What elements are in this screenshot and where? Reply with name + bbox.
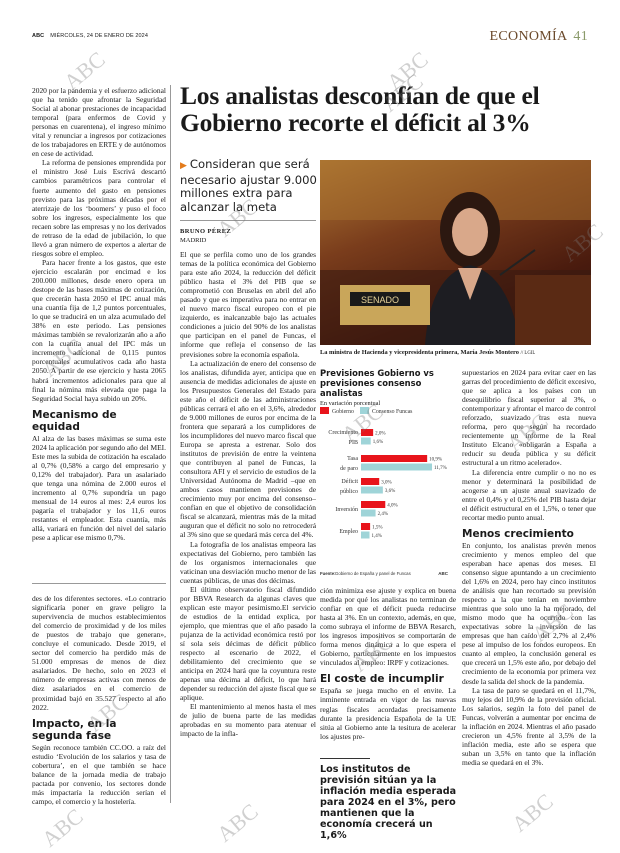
pull-quote: Los institutos de previsión sitúan ya la… [320, 764, 457, 841]
data-label: 11,7% [434, 466, 447, 471]
subhead-text: Consideran que será necesario ajustar 9.… [180, 157, 317, 214]
data-label: 1,6% [373, 440, 383, 445]
chart-previsiones: Previsiones Gobierno vs previsiones cons… [320, 368, 456, 583]
data-label: 1,5% [372, 526, 382, 531]
article-column-2: El que se perfila como uno de los grande… [180, 250, 316, 795]
paragraph: El mantenimiento al menos hasta el mes d… [180, 702, 316, 739]
location: MADRID [180, 237, 207, 244]
byline: BRUNO PÉREZ MADRID [180, 227, 231, 245]
abc-watermark: ABC [211, 798, 263, 847]
bar-gobierno [361, 523, 371, 530]
paragraph: des de los diferentes sectores. «Lo cont… [32, 594, 166, 712]
category-label: público [340, 489, 358, 495]
bar-consenso [361, 509, 376, 517]
paragraph: La fotografía de los analistas empeora l… [180, 539, 316, 585]
bar-consenso [361, 463, 433, 471]
divider [32, 583, 166, 584]
column-divider [170, 85, 171, 803]
paragraph: El que se perfila como uno de los grande… [180, 250, 316, 359]
category-label: Tasa [347, 456, 358, 462]
chart-brand: ABC [438, 571, 448, 576]
paragraph: Según reconoce también CC.OO. a raíz del… [32, 742, 166, 806]
section-name: ECONOMÍA [489, 29, 568, 44]
paragraph: El último observatorio fiscal difundido … [180, 584, 316, 703]
section-header: ECONOMÍA 41 [490, 29, 588, 45]
left-column-top: 2020 por la pandemia y el esfuerzo adici… [32, 86, 166, 574]
paragraph: España se juega mucho en el envite. La i… [320, 686, 456, 741]
subheading: Mecanismo de equidad [32, 408, 117, 433]
data-label: 10,9% [429, 458, 442, 463]
divider [180, 220, 316, 221]
paragraph: La reforma de pensiones emprendida por e… [32, 158, 166, 258]
category-label: Crecimiento [328, 430, 358, 436]
paragraph: ción minimiza ese ajuste y explica en bu… [320, 586, 456, 668]
data-label: 1,4% [371, 534, 381, 539]
triangle-bullet-icon: ▶ [180, 161, 187, 171]
paragraph: supuestarios en 2024 para evitar caer en… [462, 368, 596, 468]
brand-label: ABC [32, 33, 45, 39]
source-text: Gobierno de España y panel de Funcas [335, 571, 411, 576]
photo-illustration: SENADO [320, 160, 591, 345]
data-label: 3,6% [385, 489, 395, 494]
subheading: Impacto, en la segunda fase [32, 717, 117, 742]
bar-gobierno [361, 429, 374, 436]
legend-swatch [320, 407, 329, 414]
date-label: MIÉRCOLES, 24 DE ENERO DE 2024 [50, 33, 148, 39]
chart-subtitle: En variación porcentual [320, 400, 381, 407]
paragraph: En conjunto, los analistas prevén menos … [462, 540, 596, 686]
headline: Los analistas desconfían de que el Gobie… [180, 81, 540, 137]
bar-gobierno [361, 478, 380, 485]
bar-consenso [361, 486, 383, 494]
chart-svg: Gobierno Consenso Funcas Crecimiento PIB 2,0… [320, 407, 449, 576]
paragraph: 2020 por la pandemia y el esfuerzo adici… [32, 86, 166, 159]
paragraph: La actualización de enero del consenso d… [180, 358, 316, 540]
caption-text: La ministra de Hacienda y vicepresidenta… [320, 349, 519, 356]
data-label: 4,0% [387, 504, 397, 509]
subheading: El coste de incumplir [320, 673, 444, 686]
data-label: 3,0% [381, 481, 391, 486]
pull-quote-rule [320, 758, 370, 759]
page-number: 41 [573, 29, 588, 44]
legend-label: Gobierno [332, 409, 354, 415]
article-column-4: supuestarios en 2024 para evitar caer en… [462, 368, 596, 796]
paragraph: Al alza de las bases máximas se suma est… [32, 433, 166, 543]
source-label: Fuente: [320, 571, 336, 576]
page-header-left: ABC MIÉRCOLES, 24 DE ENERO DE 2024 [32, 33, 148, 39]
category-label: PIB [349, 440, 358, 446]
photo-credit: // LGIL [520, 351, 536, 356]
data-label: 2,0% [375, 432, 385, 437]
bar-consenso [361, 531, 370, 539]
category-label: de paro [340, 466, 358, 472]
subheading: Menos crecimiento [462, 527, 574, 540]
data-label: 2,4% [378, 512, 388, 517]
photo-sign-text: SENADO [361, 295, 399, 305]
legend-label: Consenso Funcas [372, 409, 413, 415]
bar-gobierno [361, 501, 386, 508]
subhead: ▶ Consideran que será necesario ajustar 9… [180, 157, 320, 214]
author-name: BRUNO PÉREZ [180, 228, 232, 235]
photo-caption: La ministra de Hacienda y vicepresidenta… [320, 349, 595, 356]
category-label: Déficit [341, 478, 358, 485]
legend-swatch [360, 407, 369, 414]
paragraph: La tasa de paro se quedará en el 11,7%, … [462, 685, 596, 767]
paragraph: La diferencia entre cumplir o no no es m… [462, 467, 596, 522]
paragraph: Para hacer frente a los gastos, que este… [32, 257, 166, 403]
bar-gobierno [361, 455, 428, 462]
category-label: Inversión [335, 507, 358, 513]
category-label: Empleo [339, 529, 358, 535]
left-column-bottom: des de los diferentes sectores. «Lo cont… [32, 594, 166, 839]
bar-consenso [361, 437, 371, 445]
article-column-3: ción minimiza ese ajuste y explica en bu… [320, 586, 456, 754]
chart-title: Previsiones Gobierno vs previsiones cons… [320, 368, 434, 398]
photo-minister: SENADO [320, 160, 591, 345]
